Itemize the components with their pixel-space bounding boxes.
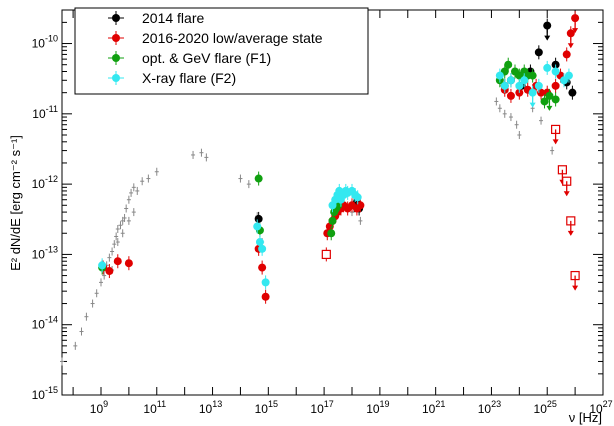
y-tick-label: 10-11 <box>32 104 58 121</box>
data-point <box>551 67 560 76</box>
y-tick-label: 10-14 <box>32 315 58 332</box>
series-group <box>321 124 580 291</box>
data-point <box>113 257 122 266</box>
data-point <box>124 259 133 268</box>
legend: 2014 flare 2016-2020 low/average state opt… <box>74 7 369 95</box>
legend-label: 2014 flare <box>142 10 204 26</box>
legend-box <box>74 7 369 95</box>
data-point <box>327 229 336 238</box>
data-point <box>520 76 529 85</box>
data-point <box>534 81 543 90</box>
upper-limit-arrowhead <box>567 43 574 49</box>
data-point <box>515 81 524 90</box>
data-point <box>254 174 263 183</box>
data-point <box>261 278 270 287</box>
upper-limit-arrowhead <box>567 230 574 236</box>
data-point <box>551 95 560 104</box>
legend-label: opt. & GeV flare (F1) <box>142 50 271 66</box>
data-point <box>353 193 362 202</box>
y-tick-label: 10-12 <box>32 174 58 191</box>
data-point <box>534 48 543 57</box>
data-point <box>506 91 515 100</box>
data-point <box>328 216 337 225</box>
y-axis: 10-15 10-14 10-13 10-12 10-11 10-10 <box>32 9 603 402</box>
x-axis-title: ν [Hz] <box>569 410 602 425</box>
upper-limit-arrowhead <box>552 139 559 145</box>
upper-limit-arrowhead <box>572 28 579 34</box>
upper-limit-arrowhead <box>546 105 553 111</box>
legend-label: 2016-2020 low/average state <box>142 30 323 46</box>
data-point <box>321 249 331 260</box>
data-point <box>253 222 262 231</box>
data-point <box>261 292 270 301</box>
data-point <box>506 76 515 85</box>
x-tick-label: 1019 <box>366 399 389 416</box>
data-point <box>543 63 552 72</box>
x-tick-label: 1015 <box>255 399 278 416</box>
x-tick-label: 1011 <box>143 399 166 416</box>
x-tick-label: 1025 <box>534 399 557 416</box>
data-point <box>98 261 107 270</box>
data-point <box>540 97 549 106</box>
y-tick-label: 10-13 <box>32 244 58 261</box>
series-group <box>98 60 573 290</box>
x-tick-label: 1021 <box>422 399 445 416</box>
legend-marker <box>112 34 120 42</box>
data-point <box>528 71 537 80</box>
x-tick-label: 1027 <box>589 399 612 416</box>
y-tick-label: 10-10 <box>32 34 58 51</box>
data-point <box>255 238 264 247</box>
data-point <box>258 244 267 253</box>
upper-limit-arrowhead <box>544 35 551 41</box>
data-point <box>500 81 509 90</box>
data-point <box>562 50 571 59</box>
data-point <box>356 201 365 210</box>
data-point <box>564 71 573 80</box>
upper-limit-arrowhead <box>572 285 579 291</box>
data-point <box>504 60 513 69</box>
data-point <box>568 88 577 97</box>
data-point <box>105 267 114 276</box>
legend-label: X-ray flare (F2) <box>142 70 236 86</box>
y-tick-label: 10-15 <box>32 385 58 402</box>
upper-limit-arrowhead <box>563 191 570 197</box>
x-tick-label: 109 <box>90 399 108 416</box>
y-axis-title: E² dN/dE [erg cm⁻² s⁻¹] <box>8 135 23 271</box>
series-group <box>60 97 555 366</box>
legend-marker <box>112 14 120 22</box>
data-point <box>551 81 560 90</box>
data-layer <box>60 11 580 366</box>
x-tick-label: 1013 <box>199 399 222 416</box>
legend-marker <box>112 54 120 62</box>
data-point <box>495 71 504 80</box>
data-point <box>254 214 263 223</box>
data-point <box>258 263 267 272</box>
upper-limit-arrowhead <box>529 102 536 108</box>
x-tick-label: 1017 <box>310 399 333 416</box>
legend-marker <box>112 74 120 82</box>
x-tick-label: 1023 <box>478 399 501 416</box>
